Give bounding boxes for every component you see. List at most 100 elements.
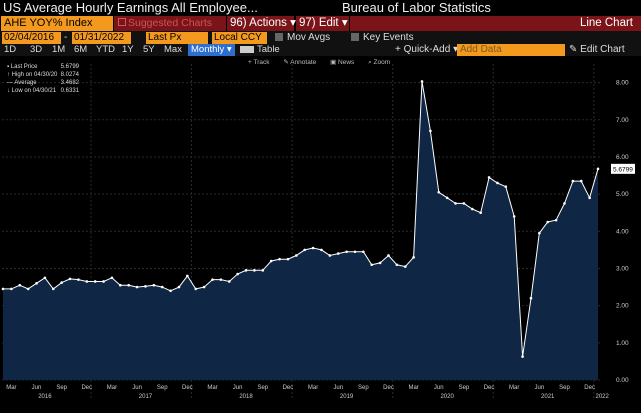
edit-menu[interactable]: 97) Edit ▾ <box>296 16 349 31</box>
x-tick-label: Jun <box>32 385 42 391</box>
data-point <box>378 261 382 265</box>
data-point <box>387 254 390 257</box>
news-tool[interactable]: ▣ News <box>330 59 355 66</box>
mov-avgs-toggle[interactable]: Mov Avgs <box>275 32 330 44</box>
legend-high: ↑ High on 04/30/20 8.0274 <box>7 72 79 78</box>
data-point <box>60 281 63 284</box>
zoom-tool[interactable]: ⌕ Zoom <box>368 59 391 66</box>
data-point <box>362 250 365 254</box>
currency-selector[interactable]: Local CCY <box>212 32 267 44</box>
x-year-label: 2020 <box>440 394 454 400</box>
data-point <box>93 280 97 283</box>
date-separator: - <box>64 32 68 43</box>
x-tick-label: Dec <box>584 385 595 391</box>
x-tick-label: Sep <box>459 385 470 391</box>
data-point <box>51 287 55 291</box>
data-point <box>177 285 181 289</box>
data-point <box>68 277 72 281</box>
x-tick-label: Sep <box>358 385 369 391</box>
quick-add-button[interactable]: + Quick-Add ▾ <box>395 44 459 55</box>
y-tick-label: 8.00 <box>616 80 629 87</box>
data-point <box>320 248 323 252</box>
y-tick-label: 7.00 <box>616 117 629 124</box>
x-year-label: 2016 <box>38 394 52 400</box>
price-chart[interactable]: 0.00 1.00 2.00 3.00 4.00 5.00 6.00 7.00 8.00 Mar… <box>0 56 641 413</box>
period-1y[interactable]: 1Y <box>122 44 134 55</box>
x-tick-label: Sep <box>559 385 570 391</box>
x-tick-label: Jun <box>434 385 444 391</box>
y-tick-label: 4.00 <box>616 228 629 235</box>
data-point <box>295 254 298 257</box>
data-point <box>211 278 214 281</box>
table-label: Table <box>257 44 280 55</box>
suggested-charts-label: Suggested Charts <box>128 17 213 29</box>
data-point <box>596 167 600 171</box>
data-point <box>588 196 591 200</box>
period-max[interactable]: Max <box>164 44 182 55</box>
data-point <box>35 282 38 285</box>
table-toggle[interactable]: Table <box>240 44 280 56</box>
x-year-label: 2018 <box>239 394 253 400</box>
data-point <box>10 287 13 291</box>
command-bar: AHE YOY% Index Suggested Charts 96) Acti… <box>0 16 641 31</box>
x-year-label: 2017 <box>139 394 153 400</box>
track-tool[interactable]: + Track <box>248 59 270 66</box>
x-tick-label: Sep <box>257 385 268 391</box>
start-date-field[interactable]: 02/04/2016 <box>2 32 61 44</box>
data-point <box>26 287 30 291</box>
last-value-label: 5.6799 <box>613 166 633 173</box>
mov-avgs-label: Mov Avgs <box>287 32 331 43</box>
add-data-input[interactable]: Add Data <box>457 44 565 56</box>
x-tick-label: Dec <box>81 385 92 391</box>
x-tick-label: Dec <box>283 385 294 391</box>
data-point <box>127 283 131 287</box>
data-point <box>504 185 508 188</box>
data-point <box>160 285 164 289</box>
x-tick-label: Dec <box>383 385 394 391</box>
data-point <box>437 190 441 194</box>
x-year-label: 2021 <box>541 394 555 400</box>
period-ytd[interactable]: YTD <box>96 44 115 55</box>
period-bar: 1D 3D 1M 6M YTD 1Y 5Y Max Monthly ▾ Tabl… <box>0 44 641 56</box>
period-3d[interactable]: 3D <box>30 44 43 55</box>
key-events-toggle[interactable]: Key Events <box>351 32 414 44</box>
x-tick-label: Mar <box>308 385 318 391</box>
x-tick-label: Dec <box>484 385 495 391</box>
key-events-label: Key Events <box>363 32 414 43</box>
x-tick-label: Mar <box>509 385 519 391</box>
period-1m[interactable]: 1M <box>52 44 66 55</box>
data-point <box>370 263 374 267</box>
actions-menu[interactable]: 96) Actions ▾ <box>227 16 296 31</box>
mov-avgs-checkbox[interactable] <box>275 33 283 41</box>
x-tick-label: Sep <box>157 385 168 391</box>
period-6m[interactable]: 6M <box>74 44 88 55</box>
data-point <box>571 179 575 183</box>
chart-area[interactable]: 0.00 1.00 2.00 3.00 4.00 5.00 6.00 7.00 8.00 Mar… <box>0 56 641 413</box>
data-point <box>579 179 583 183</box>
frequency-dropdown[interactable]: Monthly ▾ <box>188 44 235 56</box>
annotate-tool[interactable]: ✎ Annotate <box>283 59 317 66</box>
x-tick-label: Jun <box>333 385 343 391</box>
end-date-field[interactable]: 01/31/2022 <box>72 32 131 44</box>
table-icon <box>240 46 254 53</box>
x-tick-label: Dec <box>182 385 193 391</box>
data-point <box>496 181 499 185</box>
suggested-charts-button[interactable]: Suggested Charts <box>114 16 226 31</box>
chart-type-label: Line Chart <box>350 16 641 31</box>
y-tick-label: 1.00 <box>616 340 629 347</box>
data-point <box>412 256 415 259</box>
key-events-checkbox[interactable] <box>351 33 359 41</box>
chart-legend: ▪ Last Price 5.6799 ↑ High on 04/30/20 8.0… <box>7 63 79 95</box>
data-point <box>43 276 47 280</box>
chart-toolbar: + Track ✎ Annotate ▣ News ⌕ Zoom <box>248 58 402 67</box>
period-1d[interactable]: 1D <box>4 44 17 55</box>
x-tick-label: Jun <box>132 385 142 391</box>
data-point <box>462 202 466 205</box>
field-selector[interactable]: Last Px <box>146 32 208 44</box>
ticker-input[interactable]: AHE YOY% Index <box>1 16 113 31</box>
x-tick-label: Mar <box>6 385 16 391</box>
series-area <box>3 81 598 380</box>
data-point <box>169 289 172 293</box>
edit-chart-button[interactable]: ✎ Edit Chart <box>569 44 625 55</box>
period-5y[interactable]: 5Y <box>143 44 155 55</box>
